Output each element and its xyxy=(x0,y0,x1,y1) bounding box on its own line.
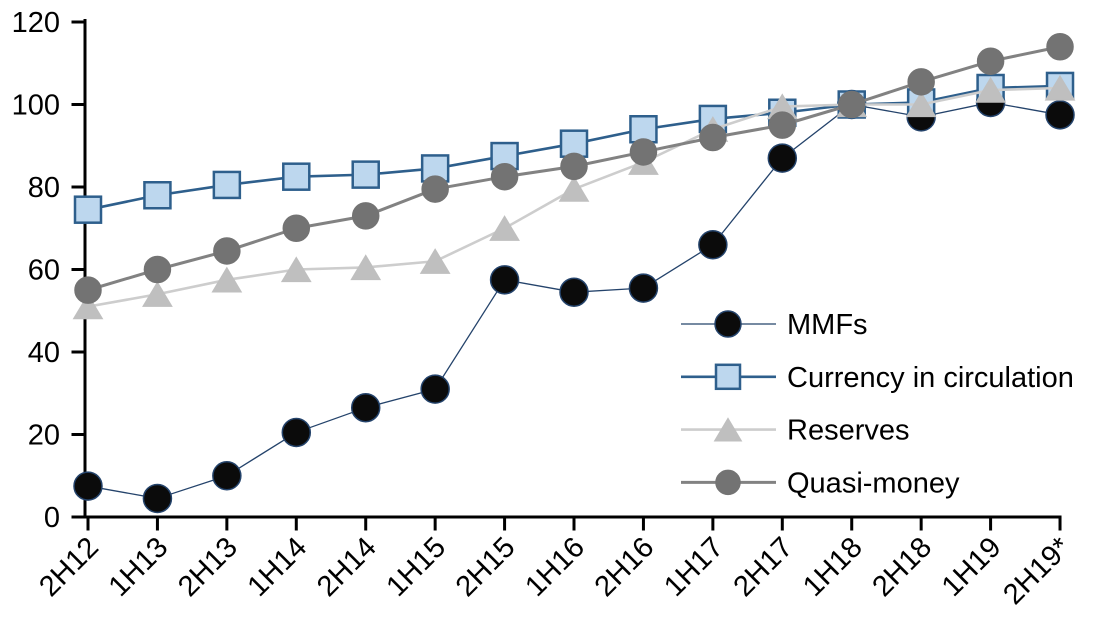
data-point-marker xyxy=(489,215,520,241)
y-axis-tick-label: 40 xyxy=(28,337,60,369)
data-point-marker xyxy=(489,265,520,295)
data-point-marker xyxy=(907,68,935,96)
data-point-marker xyxy=(560,152,588,181)
data-point-marker xyxy=(698,230,728,260)
data-point-marker xyxy=(142,281,173,307)
series-currency-in-circulation xyxy=(73,71,1075,224)
data-point-marker xyxy=(282,162,311,191)
data-point-marker xyxy=(715,469,741,496)
data-point-marker xyxy=(213,237,241,265)
data-point-marker xyxy=(905,91,937,118)
data-point-marker xyxy=(714,310,742,338)
data-point-marker xyxy=(699,123,727,152)
legend-label-quasi-money: Quasi-money xyxy=(787,467,960,499)
data-point-marker xyxy=(837,90,866,119)
series-quasi-money xyxy=(74,33,1074,304)
data-point-marker xyxy=(420,374,450,404)
data-point-marker xyxy=(490,162,519,191)
data-point-marker xyxy=(559,277,589,307)
data-point-marker xyxy=(629,138,658,166)
data-point-marker xyxy=(350,254,382,281)
y-axis-tick-label: 20 xyxy=(28,420,60,452)
legend-item-currency-in-circulation: Currency in circulation xyxy=(681,362,1074,394)
y-axis-tick-label: 60 xyxy=(28,255,60,287)
data-point-marker xyxy=(558,175,590,202)
legend-item-mmfs: MMFs xyxy=(681,309,868,341)
data-point-marker xyxy=(421,175,449,203)
series-reserves xyxy=(72,74,1076,320)
data-point-marker xyxy=(211,266,243,293)
data-point-marker xyxy=(976,47,1005,75)
y-axis-tick-label: 100 xyxy=(12,90,60,122)
legend-label-reserves: Reserves xyxy=(787,415,910,447)
y-axis-tick-label: 0 xyxy=(44,502,60,534)
data-point-marker xyxy=(629,115,658,144)
data-point-marker xyxy=(73,471,103,501)
data-point-marker xyxy=(72,293,104,320)
data-point-marker xyxy=(143,255,172,284)
legend-item-reserves: Reserves xyxy=(681,415,910,447)
data-point-marker xyxy=(282,214,311,242)
data-point-marker xyxy=(73,195,103,224)
legend-label-mmfs: MMFs xyxy=(787,309,868,341)
data-point-marker xyxy=(142,483,173,514)
data-point-marker xyxy=(143,181,172,210)
data-point-marker xyxy=(713,417,743,442)
data-point-marker xyxy=(74,276,102,304)
data-point-marker xyxy=(281,417,312,448)
legend-label-currency-in-circulation: Currency in circulation xyxy=(787,362,1074,394)
legend-item-quasi-money: Quasi-money xyxy=(681,467,960,499)
legend: MMFs Currency in circulation Reserves Quasi… xyxy=(681,309,1074,499)
data-point-marker xyxy=(768,111,797,139)
data-point-marker xyxy=(351,202,380,230)
data-point-marker xyxy=(714,363,742,391)
data-point-marker xyxy=(767,143,798,173)
data-point-marker xyxy=(419,248,451,274)
y-axis-tick-label: 80 xyxy=(28,172,60,204)
y-axis-tick-label: 120 xyxy=(12,7,60,39)
data-point-marker xyxy=(351,160,380,189)
data-point-marker xyxy=(628,273,659,303)
data-point-marker xyxy=(212,461,242,491)
data-point-marker xyxy=(1044,74,1076,101)
data-point-marker xyxy=(1045,100,1075,130)
data-point-marker xyxy=(280,256,312,283)
data-point-marker xyxy=(975,76,1006,103)
data-point-marker xyxy=(212,170,242,200)
data-point-marker xyxy=(559,129,589,158)
data-point-marker xyxy=(350,392,381,423)
data-point-marker xyxy=(1046,33,1074,61)
